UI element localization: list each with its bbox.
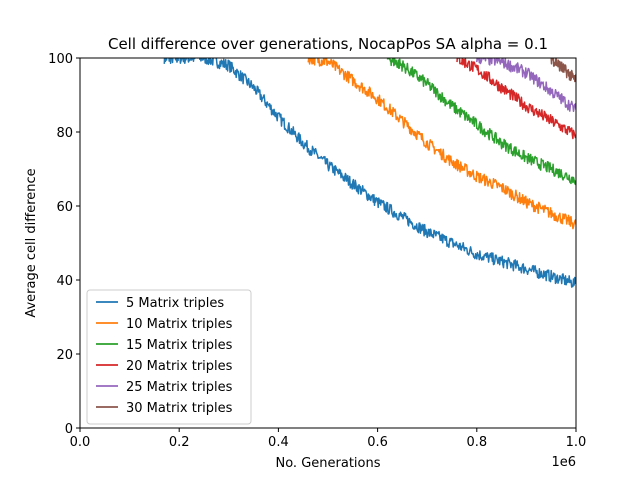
chart-title: Cell difference over generations, NocapP…	[108, 35, 548, 53]
series-line-6	[550, 58, 576, 83]
y-tick-label: 40	[56, 274, 73, 289]
x-tick-label: 1.0	[566, 435, 587, 450]
legend-label: 30 Matrix triples	[126, 401, 233, 416]
series-line-1	[163, 58, 576, 288]
y-tick-label: 0	[65, 422, 73, 437]
y-tick-label: 100	[48, 52, 73, 67]
series-layer	[163, 58, 576, 288]
x-axis-offset-label: 1e6	[551, 455, 576, 470]
legend-box	[86, 289, 252, 425]
legend: 5 Matrix triples 10 Matrix triples 15 Matr…	[86, 289, 252, 425]
x-tick-label: 0.6	[367, 435, 388, 450]
series-line-5	[476, 58, 576, 113]
series-line-3	[386, 58, 576, 186]
legend-label: 5 Matrix triples	[126, 296, 224, 311]
x-axis: 0.0 0.2 0.4 0.6 0.8 1.0	[70, 428, 587, 450]
x-tick-label: 0.2	[169, 435, 190, 450]
legend-label: 25 Matrix triples	[126, 380, 233, 395]
y-tick-label: 80	[56, 126, 73, 141]
y-tick-label: 60	[56, 200, 73, 215]
legend-label: 15 Matrix triples	[126, 338, 233, 353]
series-line-2	[307, 58, 576, 230]
x-tick-label: 0.8	[466, 435, 487, 450]
y-axis: 0 20 40 60 80 100	[48, 52, 80, 437]
plot-frame	[79, 57, 577, 429]
y-axis-label: Average cell difference	[24, 168, 39, 317]
legend-label: 10 Matrix triples	[126, 317, 233, 332]
y-tick-label: 20	[56, 348, 73, 363]
legend-label: 20 Matrix triples	[126, 359, 233, 374]
x-tick-label: 0.0	[70, 435, 91, 450]
series-line-4	[456, 58, 576, 140]
x-axis-label: No. Generations	[275, 456, 380, 471]
x-tick-label: 0.4	[268, 435, 289, 450]
